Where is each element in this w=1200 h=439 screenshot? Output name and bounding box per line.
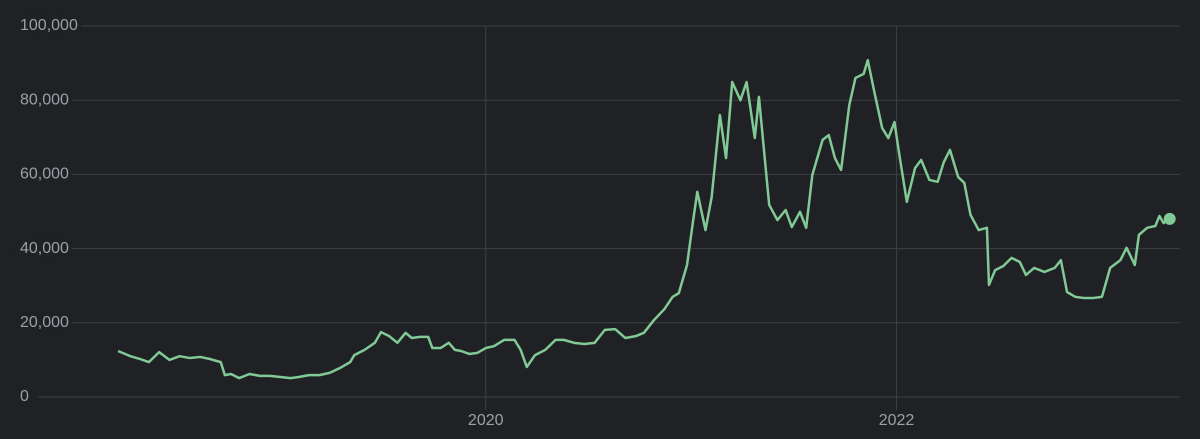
y-tick-label: 80,000 (20, 91, 69, 108)
x-tick-label: 2022 (879, 412, 915, 429)
y-tick-label: 0 (20, 388, 29, 405)
y-tick-label: 40,000 (20, 240, 69, 257)
price-line (117, 58, 1171, 380)
y-tick-label: 20,000 (20, 314, 69, 331)
end-dot (1163, 212, 1176, 225)
y-tick-label: 60,000 (20, 166, 69, 183)
y-tick-label: 100,000 (20, 17, 78, 34)
x-tick-label: 2020 (468, 412, 504, 429)
